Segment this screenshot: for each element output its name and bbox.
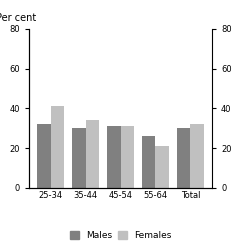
- Bar: [86, 120, 99, 188]
- Bar: [72, 128, 86, 188]
- Bar: [190, 124, 204, 188]
- Bar: [107, 126, 120, 188]
- Bar: [142, 136, 155, 188]
- Bar: [37, 124, 51, 188]
- Text: Per cent: Per cent: [0, 13, 36, 23]
- Bar: [51, 107, 64, 188]
- Legend: Males, Females: Males, Females: [66, 228, 175, 241]
- Bar: [120, 126, 134, 188]
- Bar: [155, 146, 169, 188]
- Bar: [177, 128, 190, 188]
